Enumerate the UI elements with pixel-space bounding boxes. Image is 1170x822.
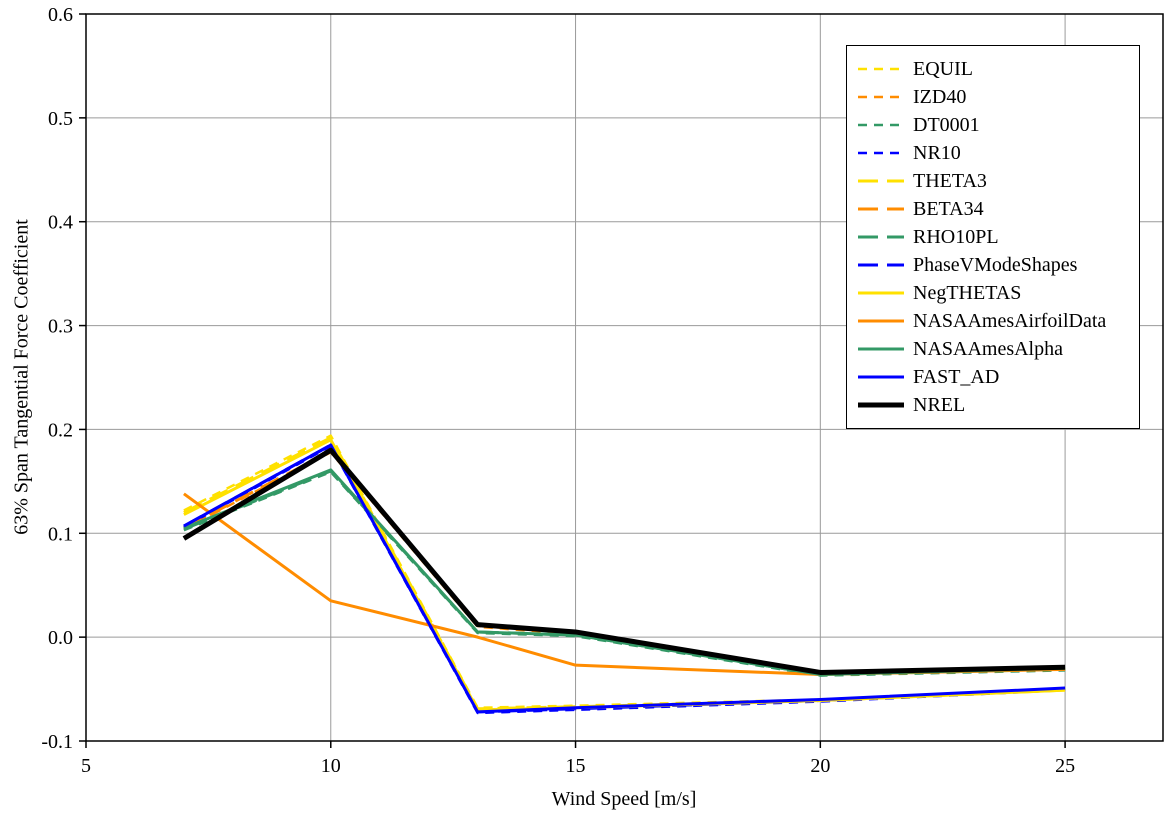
legend-item-PhaseVModeShapes: PhaseVModeShapes — [857, 251, 1135, 279]
legend-label: THETA3 — [913, 169, 987, 192]
legend-item-NREL: NREL — [857, 391, 1135, 419]
y-tick-label: 0.0 — [48, 627, 73, 649]
legend-label: EQUIL — [913, 57, 973, 80]
legend-item-NASAAmesAirfoilData: NASAAmesAirfoilData — [857, 307, 1135, 335]
legend-label: RHO10PL — [913, 225, 999, 248]
legend-item-RHO10PL: RHO10PL — [857, 223, 1135, 251]
legend-line-sample — [858, 235, 904, 239]
legend-line-sample — [858, 291, 904, 295]
legend-label: NegTHETAS — [913, 281, 1022, 304]
legend-line-sample — [858, 347, 904, 351]
y-tick-label: 0.2 — [48, 419, 73, 441]
legend-item-THETA3: THETA3 — [857, 167, 1135, 195]
legend-item-IZD40: IZD40 — [857, 83, 1135, 111]
legend-line-sample — [858, 375, 904, 379]
legend-line-sample — [858, 151, 904, 155]
y-tick-label: 0.6 — [48, 4, 73, 26]
x-tick-label: 15 — [566, 755, 586, 777]
x-axis-label: Wind Speed [m/s] — [551, 788, 697, 810]
legend-item-FAST_AD: FAST_AD — [857, 363, 1135, 391]
legend-label: NASAAmesAlpha — [913, 337, 1063, 360]
legend-line-sample — [858, 263, 904, 267]
series-line-DT0001 — [183, 470, 1066, 677]
y-tick-label: 0.1 — [48, 523, 73, 545]
legend-line-sample — [858, 207, 904, 211]
legend-label: BETA34 — [913, 197, 984, 220]
series-line-NASAAmesAirfoilData — [183, 492, 1066, 677]
legend-line-sample — [858, 402, 904, 408]
legend-line-sample — [858, 179, 904, 183]
legend-item-BETA34: BETA34 — [857, 195, 1135, 223]
legend-line-sample — [858, 123, 904, 127]
legend-line-sample — [858, 95, 904, 99]
x-tick-label: 10 — [321, 755, 341, 777]
legend-label: NASAAmesAirfoilData — [913, 309, 1107, 332]
plot-frame — [85, 13, 1164, 742]
legend-item-NegTHETAS: NegTHETAS — [857, 279, 1135, 307]
legend-label: NREL — [913, 393, 966, 416]
legend-item-NASAAmesAlpha: NASAAmesAlpha — [857, 335, 1135, 363]
legend-label: FAST_AD — [913, 365, 1000, 388]
legend-label: DT0001 — [913, 113, 980, 136]
y-tick-label: 0.5 — [48, 108, 73, 130]
x-tick-label: 20 — [810, 755, 830, 777]
y-tick-label: 0.3 — [48, 316, 73, 338]
y-axis-label: 63% Span Tangential Force Coefficient — [10, 219, 33, 535]
x-tick-label: 5 — [81, 755, 91, 777]
legend-line-sample — [858, 67, 904, 71]
x-tick-label: 25 — [1055, 755, 1075, 777]
series-line-NREL — [182, 447, 1066, 675]
legend: EQUIL IZD40 DT0001 NR10 THETA3 BETA34 RHO10PL P… — [846, 45, 1140, 429]
legend-label: PhaseVModeShapes — [913, 253, 1078, 276]
y-tick-label: 0.4 — [48, 212, 73, 234]
legend-label: NR10 — [913, 141, 961, 164]
y-tick-label: -0.1 — [41, 731, 73, 753]
legend-item-NR10: NR10 — [857, 139, 1135, 167]
legend-label: IZD40 — [913, 85, 967, 108]
legend-line-sample — [858, 319, 904, 323]
legend-item-EQUIL: EQUIL — [857, 55, 1135, 83]
series-line-FAST_AD — [183, 443, 1066, 714]
legend-item-DT0001: DT0001 — [857, 111, 1135, 139]
series-line-NASAAmesAlpha — [183, 468, 1066, 677]
